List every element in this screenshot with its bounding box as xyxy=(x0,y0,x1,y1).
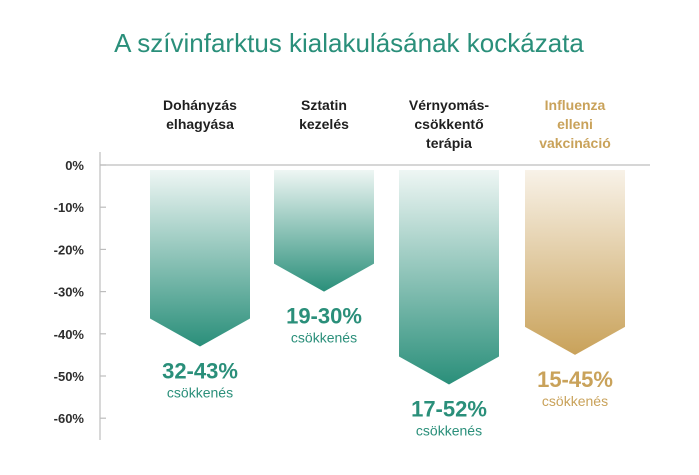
bar-0 xyxy=(150,170,250,347)
category-label-2: csökkentő xyxy=(414,116,483,132)
y-axis-ticks: 0% -10% -20% -30% -40% -50% -60% xyxy=(54,158,106,426)
y-tick-label: 0% xyxy=(65,158,84,173)
category-label-0: elhagyása xyxy=(166,116,234,132)
category-label-2: terápia xyxy=(426,135,472,151)
category-label-3: Influenza xyxy=(545,97,606,113)
value-sublabel-2: csökkenés xyxy=(416,422,482,438)
y-tick-label: -10% xyxy=(54,200,85,215)
bar-2 xyxy=(399,170,499,385)
value-labels: 32-43%csökkenés19-30%csökkenés17-52%csök… xyxy=(162,304,613,439)
y-tick-label: -40% xyxy=(54,327,85,342)
category-label-0: Dohányzás xyxy=(163,97,237,113)
y-tick-label: -60% xyxy=(54,411,85,426)
chart-title: A szívinfarktus kialakulásának kockázata xyxy=(114,28,584,58)
category-label-1: kezelés xyxy=(299,116,349,132)
category-label-2: Vérnyomás- xyxy=(409,97,489,113)
bars-group xyxy=(150,170,625,385)
value-label-1: 19-30% xyxy=(286,304,362,329)
y-tick-label: -20% xyxy=(54,242,85,257)
category-labels: Dohányzás elhagyása Sztatin kezelés Vérnyomá… xyxy=(163,97,611,151)
bar-3 xyxy=(525,170,625,355)
value-sublabel-3: csökkenés xyxy=(542,393,608,409)
bar-1 xyxy=(274,170,374,292)
value-sublabel-0: csökkenés xyxy=(167,384,233,400)
category-label-1: Sztatin xyxy=(301,97,347,113)
y-tick-label: -30% xyxy=(54,285,85,300)
category-label-3: elleni xyxy=(557,116,593,132)
value-label-3: 15-45% xyxy=(537,367,613,392)
category-label-3: vakcináció xyxy=(539,135,611,151)
value-label-2: 17-52% xyxy=(411,396,487,421)
value-sublabel-1: csökkenés xyxy=(291,330,357,346)
y-tick-label: -50% xyxy=(54,369,85,384)
value-label-0: 32-43% xyxy=(162,358,238,383)
